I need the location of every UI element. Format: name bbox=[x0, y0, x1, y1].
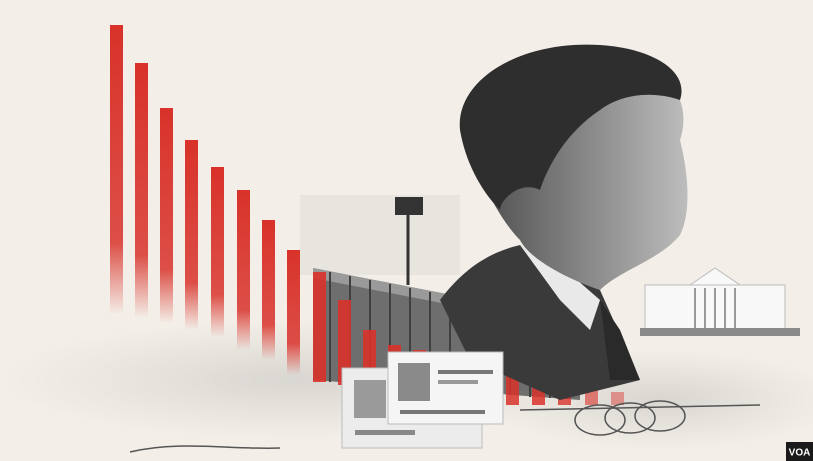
logo-box bbox=[786, 442, 813, 461]
bar-shape bbox=[237, 190, 250, 350]
paper-patch bbox=[300, 195, 460, 275]
id-cards bbox=[341, 351, 504, 449]
bar-shape bbox=[262, 220, 275, 360]
logo-badge: VOA bbox=[786, 442, 813, 461]
decorative-bars bbox=[110, 25, 300, 375]
white-house bbox=[640, 267, 800, 336]
bar-shape bbox=[185, 140, 198, 330]
barbed-wire bbox=[129, 400, 761, 453]
portrait bbox=[440, 44, 688, 400]
logo: VOA bbox=[789, 448, 811, 459]
bar-shape bbox=[110, 25, 123, 315]
bar-shape bbox=[211, 167, 224, 337]
bar-shape bbox=[135, 63, 148, 318]
bar-shape bbox=[160, 108, 173, 323]
bar-shape bbox=[287, 250, 300, 375]
